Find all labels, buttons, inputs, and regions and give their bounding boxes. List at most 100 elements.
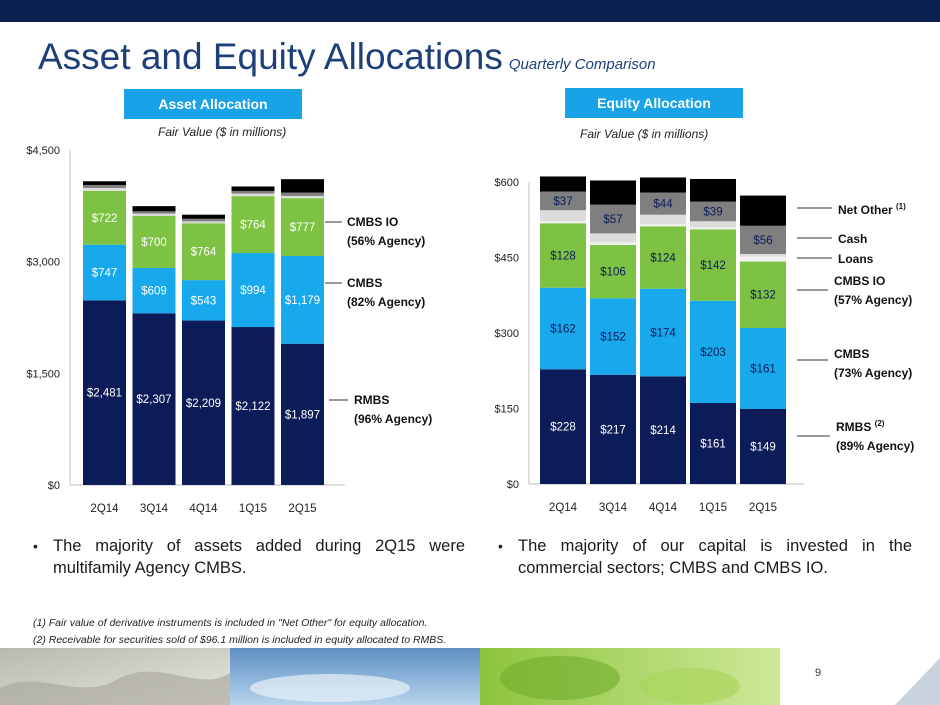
bar-segment [590,374,636,484]
y-tick-label: $0 [507,479,519,491]
bar-segment [182,214,225,219]
legend-label: CMBS [347,276,382,290]
bar-segment [540,210,586,222]
bar-segment [132,211,176,214]
bar-segment [690,229,736,301]
bar-segment [83,184,126,188]
bar-segment [83,181,126,185]
bar-segment [740,225,786,254]
bullet-dot: • [33,538,38,554]
legend-superscript: (1) [896,202,906,211]
bar-segment [182,221,225,224]
bar-segment [590,244,636,299]
bar-segment [690,402,736,484]
y-tick-label: $450 [495,253,519,265]
bar-segment [132,215,176,268]
bar-segment [281,195,324,199]
bar-segment [640,288,686,377]
bar-data-label: $128 [550,250,576,262]
bar-segment [540,176,586,192]
bar-segment [640,192,686,215]
slide-title: Asset and Equity Allocations Quarterly Co… [38,36,656,78]
legend-label: CMBS IO [347,215,398,229]
bar-segment [640,224,686,227]
bullet-dot: • [498,538,503,554]
legend-label: Cash [838,232,867,246]
legend-sublabel: (57% Agency) [834,293,912,307]
decorative-photo-strip [0,648,940,705]
x-tick-label: 1Q15 [699,502,727,514]
asset-allocation-label: Asset Allocation [124,89,302,119]
bar-data-label: $203 [700,347,726,359]
bar-segment [281,179,324,193]
x-tick-label: 2Q14 [90,503,119,515]
legend-label: Net Other (1) [838,202,906,217]
bar-segment [690,178,736,202]
y-tick-label: $0 [48,480,60,492]
legend-sublabel: (89% Agency) [836,439,914,453]
bar-segment [132,213,176,216]
y-tick-label: $300 [495,328,519,340]
bar-data-label: $106 [600,267,626,279]
x-tick-label: 4Q14 [189,503,218,515]
bar-segment [690,221,736,228]
x-tick-label: 2Q15 [749,502,777,514]
y-tick-label: $600 [495,177,519,189]
bar-segment [231,190,275,194]
bar-data-label: $44 [653,199,673,211]
slide-subtitle: Quarterly Comparison [508,56,656,73]
bar-segment [281,198,324,257]
bar-data-label: $142 [700,260,726,272]
legend-sublabel: (73% Agency) [834,366,912,380]
bar-segment [740,261,786,328]
bar-segment [740,253,786,257]
bar-data-label: $132 [750,290,776,302]
bar-segment [590,242,636,245]
bar-segment [231,253,275,328]
bar-segment [182,320,225,485]
legend-label: Loans [838,252,874,266]
bar-segment [540,369,586,484]
bar-segment [740,327,786,410]
bar-segment [182,223,225,281]
asset-allocation-chart: $0 $1,500 $3,000 $4,500 $2,481 $747 $722 2Q14 $2… [26,145,432,515]
bar-data-label: $994 [240,285,266,297]
bar-segment [640,214,686,225]
bar-data-label: $39 [703,206,722,218]
bar-segment [740,409,786,484]
bar-data-label: $543 [191,295,217,307]
legend-superscript: (2) [875,419,885,428]
bar-data-label: $609 [141,286,167,298]
bar-data-label: $764 [240,220,266,232]
bar-data-label: $2,307 [136,394,171,406]
bar-data-label: $1,897 [285,409,320,421]
bar-segment [590,233,636,243]
bar-segment [540,191,586,211]
bar-data-label: $214 [650,425,676,437]
legend-label: RMBS [354,393,389,407]
bar-data-label: $124 [650,253,676,265]
equity-allocation-chart: $0 $150 $300 $450 $600 $228 $162 $128 $37 2Q14 $21… [495,176,914,514]
equity-allocation-label: Equity Allocation [565,88,743,118]
top-banner [0,0,940,22]
bar-segment [640,177,686,193]
bullet-left: • The majority of assets added during 2Q… [33,535,465,579]
bullet-right: • The majority of our capital is investe… [498,535,912,579]
bar-data-label: $217 [600,424,626,436]
bar-segment [83,244,126,301]
footnote-2: (2) Receivable for securities sold of $9… [33,634,447,646]
x-tick-label: 4Q14 [649,502,678,514]
bar-segment [540,221,586,224]
bar-segment [540,287,586,370]
slide-title-text: Asset and Equity Allocations [38,36,503,77]
bar-data-label: $747 [92,267,118,279]
x-tick-label: 3Q14 [140,503,169,515]
bar-segment [690,227,736,230]
bar-data-label: $1,179 [285,295,320,307]
page-number: 9 [815,667,822,679]
bar-segment [281,343,324,485]
bar-segment [640,226,686,289]
bar-data-label: $764 [191,247,217,259]
bar-data-label: $57 [603,214,622,226]
legend-sublabel: (96% Agency) [354,412,432,426]
